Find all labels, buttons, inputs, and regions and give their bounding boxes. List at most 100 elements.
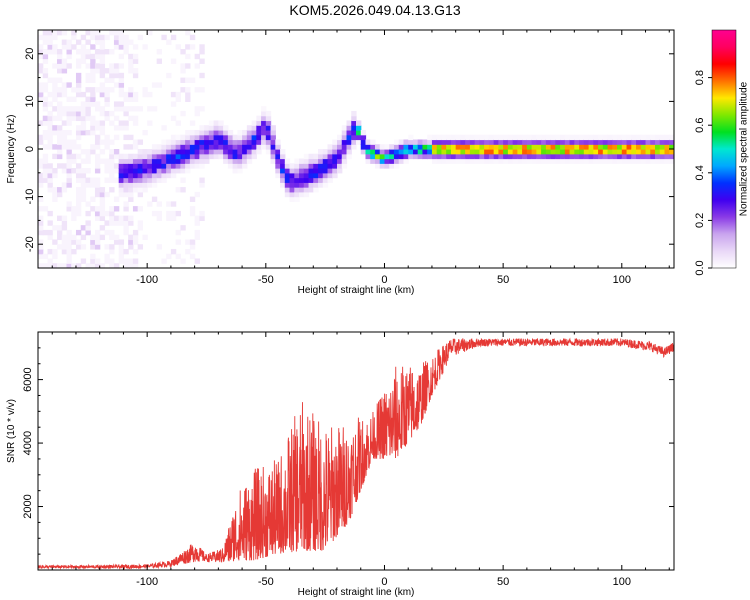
spectrogram-cell [118, 72, 125, 79]
spectrogram-cell [56, 91, 63, 98]
spectrogram-cell [294, 182, 300, 188]
spectrogram-cell [408, 153, 414, 160]
spectrogram-cell [284, 163, 291, 169]
spectrogram-cell [232, 158, 238, 164]
spectrogram-cell [175, 91, 181, 98]
spectrogram-cell [588, 134, 594, 141]
spectrogram-cell [208, 153, 215, 160]
spectrogram-cell [526, 134, 533, 141]
spectrogram-cell [280, 168, 286, 174]
spectrogram-cell [346, 144, 352, 150]
spectrogram-cell [123, 168, 129, 174]
spectrogram-cell [427, 149, 433, 155]
spectrogram-cell [161, 144, 167, 150]
spectrogram-cell [175, 149, 181, 155]
spectrogram-cell [99, 225, 106, 231]
spectrogram-cell [99, 53, 106, 60]
spectrogram-cell [38, 177, 44, 183]
spectrogram-cell [455, 139, 462, 145]
spectrogram-cell [52, 34, 58, 41]
spectrogram-cell [109, 163, 115, 169]
spectrogram-cell [560, 153, 566, 160]
spectrogram-cell [113, 125, 120, 131]
spectrogram-cell [517, 134, 523, 141]
spectrogram-cell [640, 144, 647, 150]
spectrogram-cell [436, 158, 443, 164]
spectrogram-cell [123, 91, 129, 98]
spectrogram-cell [194, 229, 200, 236]
spectrogram-cell [85, 153, 91, 160]
spectrogram-cell [199, 49, 205, 55]
spectrogram-cell [493, 134, 499, 141]
spectrogram-cell [137, 149, 144, 155]
spectrogram-cell [617, 158, 623, 164]
spectrogram-cell [66, 258, 72, 264]
spectrogram-cell [94, 258, 101, 264]
spectrogram-cell [128, 239, 134, 245]
spectrogram-cell [640, 139, 647, 145]
spectrogram-cell [132, 187, 139, 193]
spectrogram-cell [284, 177, 291, 183]
spectrogram-cell [147, 182, 153, 188]
spectrogram-cell [80, 53, 87, 60]
spectrogram-cell [498, 149, 504, 155]
spectrogram-cell [85, 115, 91, 122]
spectrogram-cell [199, 144, 205, 150]
spectrogram-cell [669, 139, 674, 145]
spectrogram-cell [52, 77, 58, 83]
spectrogram-cell [598, 144, 604, 150]
spectrogram-cell [104, 68, 110, 74]
spectrogram-cell [564, 158, 571, 164]
spectrogram-cell [360, 144, 367, 150]
spectrogram-cell [602, 153, 609, 160]
spectrogram-cell [94, 263, 101, 268]
spectrogram-cell [132, 248, 139, 255]
spectrogram-cell [42, 158, 49, 164]
spectrogram-cell [213, 149, 219, 155]
spectrogram-cell [75, 201, 82, 207]
spectrogram-cell [631, 144, 637, 150]
spectrogram-cell [94, 215, 101, 221]
spectrogram-cell [403, 149, 409, 155]
spectrogram-cell [90, 63, 96, 69]
spectrogram-cell [175, 253, 181, 260]
spectrogram-cell [94, 30, 101, 36]
spectrogram-cell [318, 153, 324, 160]
spectrogram-cell [379, 149, 386, 155]
spectrogram-cell [42, 68, 49, 74]
spectrogram-cell [180, 110, 186, 117]
spectrogram-cell [346, 149, 352, 155]
spectrogram-cell [403, 144, 409, 150]
spectrogram-cell [607, 134, 613, 141]
spectrogram-cell [659, 153, 666, 160]
spectrogram-cell [564, 144, 571, 150]
spectrogram-cell [664, 153, 670, 160]
spectrogram-cell [109, 220, 115, 226]
spectrogram-cell [123, 106, 129, 112]
spectrogram-cell [166, 39, 172, 45]
spectrogram-cell [52, 144, 58, 150]
colorbar-tick-label: 0.8 [694, 70, 706, 85]
spectrogram-cell [636, 149, 642, 155]
spectrogram-cell [75, 187, 82, 193]
spectrogram-cell [265, 149, 272, 155]
spectrogram-cell [612, 158, 618, 164]
spectrogram-cell [550, 139, 556, 145]
spectrogram-cell [47, 101, 53, 107]
spectrogram-cell [75, 106, 82, 112]
spectrogram-cell [166, 144, 172, 150]
spectrogram-cell [142, 177, 148, 183]
spectrogram-cell [398, 158, 405, 164]
spectrogram-cell [484, 139, 490, 145]
spectrogram-cell [351, 139, 357, 145]
spectrogram-cell [99, 210, 106, 217]
spectrogram-cell [223, 139, 229, 145]
spectrogram-cell [498, 153, 504, 160]
spectrogram-cell [484, 153, 490, 160]
spectrogram-cell [403, 153, 409, 160]
snr-x-tick-label: 100 [613, 576, 631, 588]
spectrogram-cell [38, 82, 44, 88]
spectrogram-cell [66, 163, 72, 169]
spectrogram-cell [109, 258, 115, 264]
